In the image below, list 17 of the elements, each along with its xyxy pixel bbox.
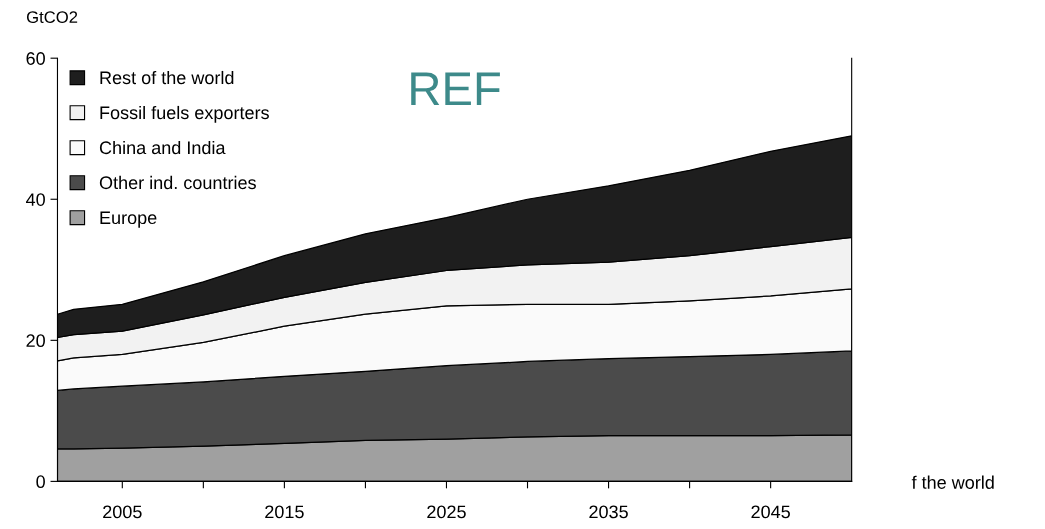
chart-title: REF bbox=[411, 72, 500, 106]
x-tick-label: 2025 bbox=[427, 505, 466, 519]
y-tick-label: 20 bbox=[26, 334, 45, 348]
x-tick-label: 2005 bbox=[103, 505, 142, 519]
y-axis-title: GtCO2 bbox=[26, 11, 78, 23]
legend-label: Other ind. countries bbox=[99, 175, 256, 190]
x-tick-label: 2045 bbox=[751, 505, 790, 519]
legend-label: China and India bbox=[99, 140, 226, 155]
text: f the world bbox=[911, 475, 994, 489]
y-tick-label: 40 bbox=[26, 193, 45, 206]
legend-label: Europe bbox=[100, 211, 157, 228]
y-tick-label: 60 bbox=[26, 52, 45, 65]
x-tick-label: 2035 bbox=[589, 505, 628, 519]
y-tick-label: 0 bbox=[36, 475, 45, 489]
legend-label: Rest of the world bbox=[100, 70, 234, 85]
x-tick-label: 2015 bbox=[265, 505, 304, 519]
legend-label: Fossil fuels exporters bbox=[100, 105, 269, 123]
